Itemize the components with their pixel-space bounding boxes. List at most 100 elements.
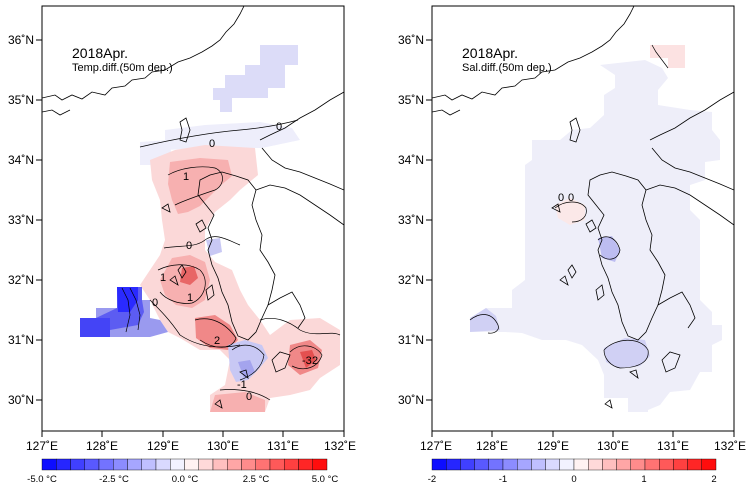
contour-label: 2 [312,355,318,367]
colorbar-cell [269,458,285,471]
colorbar-cell [431,458,447,471]
lat-label: 31˚N [8,333,34,347]
colorbar-cell [127,458,142,471]
lat-label: 31˚N [398,333,424,347]
lon-label: 128˚E [476,439,508,453]
lon-label: 132˚E [324,439,356,453]
colorbar-cell [502,458,518,471]
colorbar-cell [687,458,702,471]
lon-label: 132˚E [714,439,746,453]
sal-subtitle: Sal.diff.(50m dep.) [462,62,552,74]
colorbar-cell [616,458,631,471]
temp-axis-ticks [36,39,345,437]
colorbar-cell [630,458,646,471]
lon-label: 130˚E [597,439,629,453]
contour-label: 0 [246,391,252,403]
colorbar-label: -1 [499,474,507,485]
colorbar-label: 2 [711,474,716,485]
colorbar-cell [446,458,461,471]
colorbar-label: 0.0 °C [172,474,199,485]
sal-lat-labels: 36˚N 35˚N 34˚N 33˚N 32˚N 31˚N 30˚N [398,33,424,407]
temp-colorbar: -5.0 °C -2.5 °C 0.0 °C 2.5 °C 5.0 °C [27,458,338,485]
colorbar-label: 1 [641,474,646,485]
colorbar-cell [141,458,157,471]
lat-label: 34˚N [398,153,424,167]
colorbar-cell [170,458,185,471]
contour-label: 0 [568,192,574,204]
contour-label: 1 [160,272,166,284]
colorbar-cell [56,458,71,471]
colorbar-cell [70,458,85,471]
sal-field [470,45,722,412]
lat-label: 36˚N [8,33,34,47]
colorbar-cell [227,458,242,471]
temp-contours [121,119,341,401]
sal-panel: 0 0 2018Apr. Sal.diff.(50m dep.) 127˚E 1… [398,5,746,485]
contour-label: 2 [214,335,220,347]
temp-coastline [42,6,344,409]
temp-field [80,45,340,412]
temp-frame [41,5,345,432]
sal-axis-ticks [426,39,735,437]
lat-label: 35˚N [398,93,424,107]
lon-label: 129˚E [147,439,179,453]
lat-label: 32˚N [8,273,34,287]
colorbar-cell [531,458,546,471]
contour-label: 0 [209,138,215,150]
colorbar-cell [701,458,717,471]
colorbar-cell [212,458,228,471]
lat-label: 35˚N [8,93,34,107]
colorbar-cell [588,458,603,471]
sal-contour-labels: 0 0 [558,192,574,204]
lat-label: 30˚N [8,393,34,407]
lon-label: 127˚E [26,439,58,453]
colorbar-cell [84,458,100,471]
colorbar-cell [559,458,575,471]
colorbar-label: -2.5 °C [99,474,129,485]
lat-label: 33˚N [8,213,34,227]
colorbar-cell [198,458,214,471]
colorbar-cell [113,458,128,471]
colorbar-cell [545,458,560,471]
lon-label: 131˚E [657,439,689,453]
colorbar-label: 2.5 °C [243,474,270,485]
sal-lon-labels: 127˚E 128˚E 129˚E 130˚E 131˚E 132˚E [420,439,746,453]
colorbar-cell [241,458,256,471]
colorbar-cell [41,458,57,471]
colorbar-cell [673,458,688,471]
lat-label: 30˚N [398,393,424,407]
colorbar-label: 0 [571,474,576,485]
lon-label: 129˚E [537,439,569,453]
temp-title: 2018Apr. [72,45,128,61]
lon-label: 131˚E [267,439,299,453]
lat-label: 36˚N [398,33,424,47]
contour-label: 0 [186,240,192,252]
colorbar-cell [644,458,660,471]
sal-frame [431,5,735,432]
colorbar-cell [573,458,589,471]
sal-colorbar: -2 -1 0 1 2 [428,458,717,485]
colorbar-cell [659,458,674,471]
sal-title: 2018Apr. [462,45,518,61]
contour-label: 1 [183,171,189,183]
colorbar-cell [488,458,504,471]
colorbar-cell [312,458,328,471]
colorbar-label: -5.0 °C [27,474,57,485]
colorbar-cell [255,458,271,471]
contour-label: 1 [187,292,193,304]
colorbar-cell [298,458,313,471]
lat-label: 33˚N [398,213,424,227]
colorbar-cell [184,458,199,471]
colorbar-cell [517,458,532,471]
contour-label: -1 [237,379,247,391]
sal-coastline [432,6,734,409]
contour-label: -3 [302,355,312,367]
temp-subtitle: Temp.diff.(50m dep.) [72,62,173,74]
lon-label: 130˚E [207,439,239,453]
colorbar-cell [98,458,114,471]
sal-contours [469,44,669,369]
colorbar-cell [284,458,299,471]
lat-label: 32˚N [398,273,424,287]
lon-label: 127˚E [420,439,452,453]
